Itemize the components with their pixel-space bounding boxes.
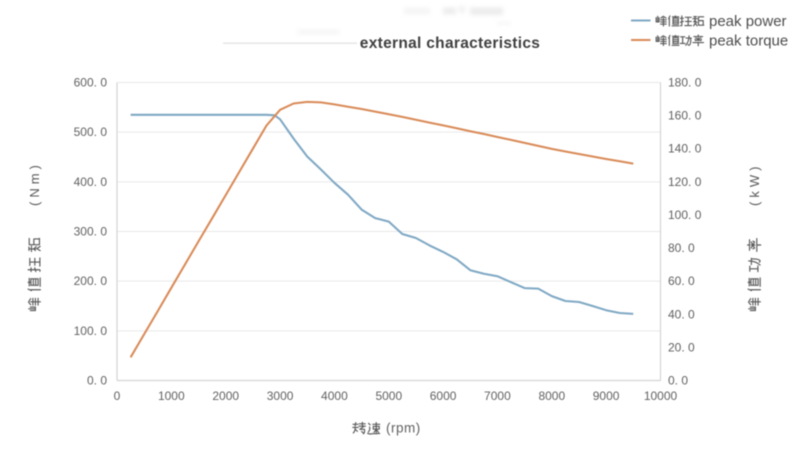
svg-text:4000: 4000 <box>321 389 348 403</box>
svg-text:7000: 7000 <box>484 389 511 403</box>
svg-text:80. 0: 80. 0 <box>668 241 695 255</box>
svg-text:100. 0: 100. 0 <box>74 324 108 338</box>
svg-text:300. 0: 300. 0 <box>74 225 108 239</box>
svg-text:500. 0: 500. 0 <box>74 125 108 139</box>
svg-text:120. 0: 120. 0 <box>668 175 702 189</box>
svg-text:0. 0: 0. 0 <box>668 374 688 388</box>
svg-text:10000: 10000 <box>644 389 678 403</box>
svg-text:peak torque: peak torque <box>709 33 788 50</box>
svg-text:(kW): (kW) <box>747 163 762 206</box>
svg-text:60. 0: 60. 0 <box>668 274 695 288</box>
svg-text:180. 0: 180. 0 <box>668 76 702 90</box>
svg-text:8000: 8000 <box>538 389 565 403</box>
svg-text:140. 0: 140. 0 <box>668 142 702 156</box>
svg-text:600. 0: 600. 0 <box>74 76 108 90</box>
svg-text:peak power: peak power <box>709 13 787 30</box>
svg-text:0. 0: 0. 0 <box>87 374 107 388</box>
svg-text:2000: 2000 <box>212 389 239 403</box>
svg-text:0: 0 <box>114 389 121 403</box>
svg-text:1000: 1000 <box>158 389 185 403</box>
svg-text:400. 0: 400. 0 <box>74 175 108 189</box>
svg-text:100. 0: 100. 0 <box>668 208 702 222</box>
svg-text:20. 0: 20. 0 <box>668 340 695 354</box>
svg-text:external characteristics: external characteristics <box>360 35 540 52</box>
svg-text:6000: 6000 <box>430 389 457 403</box>
svg-text:3000: 3000 <box>267 389 294 403</box>
svg-text:40. 0: 40. 0 <box>668 307 695 321</box>
svg-text:(Nm): (Nm) <box>27 161 42 206</box>
svg-text:(rpm): (rpm) <box>386 421 421 436</box>
svg-text:5000: 5000 <box>375 389 402 403</box>
svg-text:160. 0: 160. 0 <box>668 109 702 123</box>
svg-text:200. 0: 200. 0 <box>74 274 108 288</box>
svg-text:9000: 9000 <box>593 389 620 403</box>
